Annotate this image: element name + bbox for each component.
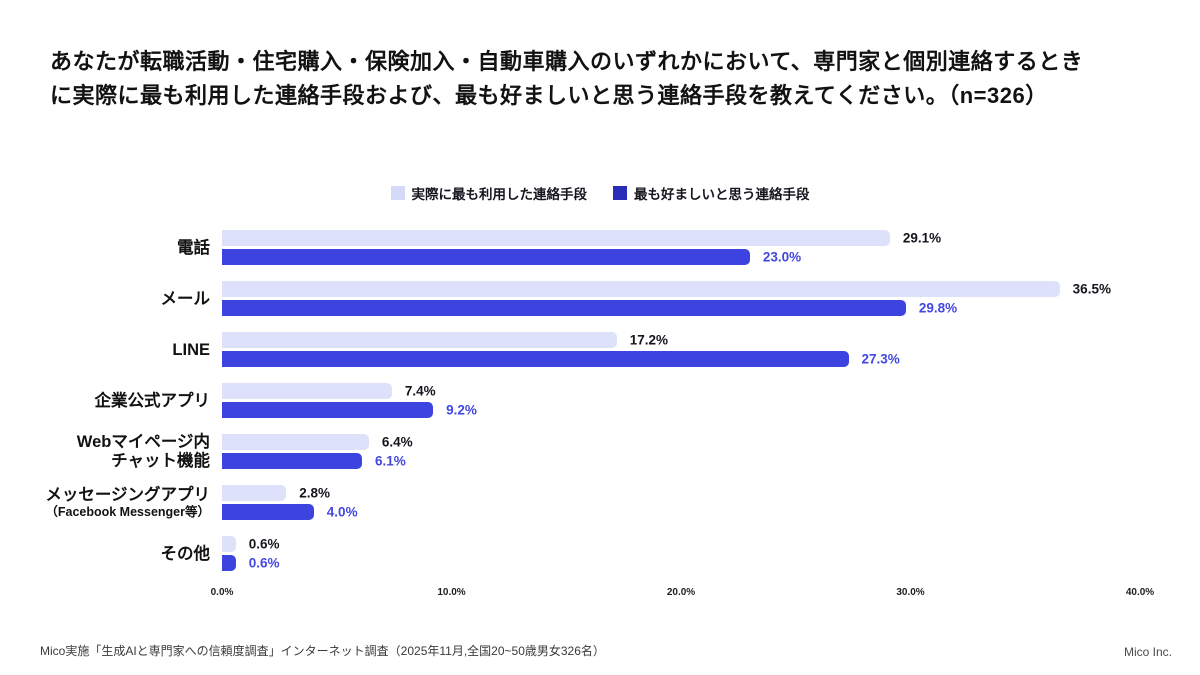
value-label-preferred: 4.0% (326, 504, 358, 520)
bar-preferred (222, 504, 314, 520)
chart-row: Webマイページ内 チャット機能 6.4% 6.1% (40, 433, 1140, 471)
bar-pair: 36.5% 29.8% (222, 281, 1140, 317)
value-label-preferred: 9.2% (446, 402, 477, 418)
chart-row: 電話 29.1% 23.0% (40, 230, 1140, 266)
value-label-preferred: 27.3% (861, 351, 900, 367)
bar-actual (222, 281, 1060, 297)
category-label-line: （Facebook Messenger等） (45, 505, 210, 520)
bar-pair: 29.1% 23.0% (222, 230, 1140, 266)
slide-title-line2: に実際に最も利用した連絡手段および、最も好ましいと思う連絡手段を教えてください。… (50, 83, 1048, 108)
slide-title-line1: あなたが転職活動・住宅購入・保険加入・自動車購入のいずれかにおいて、専門家と個別… (50, 49, 1084, 74)
bar-chart: 電話 29.1% 23.0% メール 36.5% 29.8% LINE 17.2% 27.3% 企… (40, 230, 1155, 603)
bar-pair: 17.2% 27.3% (222, 332, 1140, 368)
category-label: その他 (40, 545, 222, 564)
chart-row: その他 0.6% 0.6% (40, 536, 1140, 572)
bar-actual (222, 332, 617, 348)
category-label: Webマイページ内 チャット機能 (40, 433, 222, 471)
legend-label-actual: 実際に最も利用した連絡手段 (411, 187, 588, 202)
category-label-line: 企業公式アプリ (94, 391, 211, 410)
value-label-actual: 29.1% (902, 230, 942, 246)
category-label: 企業公式アプリ (40, 392, 222, 411)
bar-pair: 7.4% 9.2% (222, 383, 1140, 419)
chart-row: LINE 17.2% 27.3% (40, 332, 1140, 368)
x-axis-tick: 30.0% (896, 587, 925, 598)
legend-swatch-actual (390, 186, 405, 200)
category-label-line: Webマイページ内 (76, 433, 210, 452)
bar-preferred (222, 402, 434, 418)
value-label-actual: 2.8% (299, 485, 331, 501)
category-label: メッセージングアプリ （Facebook Messenger等） (40, 486, 222, 519)
category-label-line: LINE (172, 340, 210, 359)
value-label-actual: 0.6% (248, 536, 280, 552)
category-label-line: その他 (160, 544, 211, 563)
legend-item-preferred: 最も好ましいと思う連絡手段 (613, 183, 810, 203)
bar-preferred (222, 351, 849, 367)
chart-legend: 実際に最も利用した連絡手段 最も好ましいと思う連絡手段 (0, 183, 1200, 203)
bar-preferred (222, 249, 750, 265)
x-axis-tick: 20.0% (666, 587, 696, 598)
x-axis-tick: 0.0% (210, 587, 234, 598)
value-label-actual: 6.4% (381, 434, 413, 450)
category-label: LINE (40, 341, 222, 360)
bar-pair: 0.6% 0.6% (222, 536, 1140, 572)
category-label-line: 電話 (177, 238, 210, 257)
value-label-preferred: 23.0% (762, 249, 802, 265)
value-label-preferred: 29.8% (918, 300, 958, 316)
bar-preferred (222, 300, 906, 316)
value-label-preferred: 0.6% (248, 555, 280, 571)
legend-swatch-preferred (613, 186, 627, 200)
bar-actual (222, 230, 890, 246)
category-label: 電話 (40, 239, 222, 258)
bar-pair: 2.8% 4.0% (222, 485, 1140, 521)
legend-label-preferred: 最も好ましいと思う連絡手段 (634, 187, 810, 202)
x-axis-tick: 10.0% (437, 587, 466, 598)
category-label: メール (40, 290, 222, 309)
category-label-line: メール (160, 289, 211, 308)
slide-title: あなたが転職活動・住宅購入・保険加入・自動車購入のいずれかにおいて、専門家と個別… (50, 45, 1160, 113)
category-label-line: メッセージングアプリ (45, 486, 210, 505)
bar-pair: 6.4% 6.1% (222, 434, 1140, 470)
chart-row: メール 36.5% 29.8% (40, 281, 1140, 317)
chart-row: 企業公式アプリ 7.4% 9.2% (40, 383, 1140, 419)
bar-chart-rows: 電話 29.1% 23.0% メール 36.5% 29.8% LINE 17.2% 27.3% 企… (40, 230, 1140, 572)
bar-actual (222, 434, 369, 450)
value-label-actual: 17.2% (629, 332, 669, 348)
value-label-preferred: 6.1% (374, 453, 406, 469)
category-label-line: チャット機能 (111, 452, 210, 470)
company-credit: Mico Inc. (1123, 645, 1172, 659)
value-label-actual: 36.5% (1072, 281, 1111, 297)
bar-actual (222, 536, 236, 552)
chart-row: メッセージングアプリ （Facebook Messenger等） 2.8% 4.0% (40, 485, 1140, 521)
source-note: Mico実施「生成AIと専門家への信頼度調査」インターネット調査（2025年11… (40, 644, 605, 658)
legend-item-actual: 実際に最も利用した連絡手段 (390, 183, 588, 203)
x-axis: 0.0% 10.0% 20.0% 30.0% 40.0% (211, 587, 1155, 603)
bar-preferred (222, 453, 362, 469)
bar-actual (222, 485, 287, 501)
bar-actual (222, 383, 392, 399)
x-axis-tick: 40.0% (1125, 587, 1155, 598)
bar-preferred (222, 555, 236, 571)
value-label-actual: 7.4% (404, 383, 436, 399)
